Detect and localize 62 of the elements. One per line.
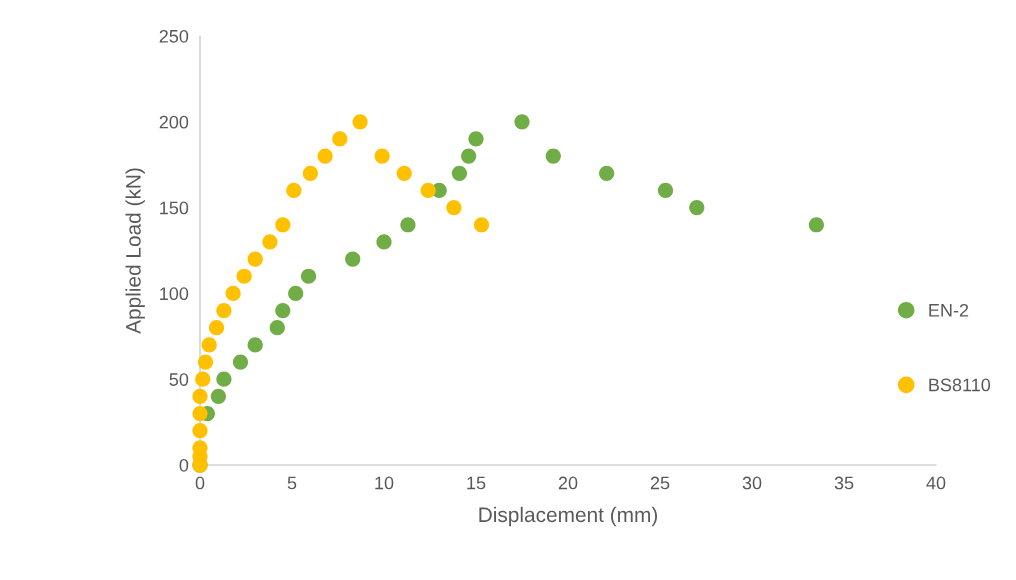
point xyxy=(514,114,530,130)
point xyxy=(262,234,278,250)
point xyxy=(451,165,468,181)
x-tick-label: 25 xyxy=(650,476,670,490)
point xyxy=(300,268,317,284)
point xyxy=(396,165,412,181)
point xyxy=(808,217,825,233)
point xyxy=(232,354,249,370)
point xyxy=(302,165,319,181)
point xyxy=(345,251,361,267)
point xyxy=(247,337,263,353)
x-tick-label: 40 xyxy=(926,476,946,490)
point xyxy=(599,165,615,181)
point xyxy=(192,423,208,439)
point xyxy=(420,182,436,199)
point xyxy=(275,217,291,233)
y-tick-label: 100 xyxy=(160,287,189,301)
point xyxy=(689,199,705,216)
point xyxy=(192,388,208,404)
point xyxy=(286,182,302,199)
point xyxy=(332,131,348,147)
point xyxy=(376,234,392,250)
y-tick-label: 50 xyxy=(169,373,189,386)
x-tick-label: 20 xyxy=(558,476,578,490)
point xyxy=(201,337,217,353)
x-tick-label: 15 xyxy=(467,476,486,490)
x-tick-label: 0 xyxy=(195,476,205,490)
point xyxy=(236,268,252,284)
point xyxy=(374,148,390,164)
point xyxy=(288,285,304,302)
y-axis-title: Applied Load (kN) xyxy=(125,168,145,334)
y-tick-label: 250 xyxy=(159,29,189,43)
point xyxy=(208,320,225,336)
point xyxy=(195,371,211,387)
x-tick-label: 35 xyxy=(834,476,854,490)
x-tick-label: 10 xyxy=(375,476,394,490)
point xyxy=(197,354,214,370)
point xyxy=(275,302,291,319)
point xyxy=(247,251,263,267)
point xyxy=(446,199,462,216)
point xyxy=(216,302,232,319)
x-axis-title: Displacement (mm) xyxy=(479,506,657,527)
y-tick-label: 200 xyxy=(159,115,189,129)
x-tick-label: 30 xyxy=(742,476,762,490)
point xyxy=(461,148,477,164)
point xyxy=(317,148,333,164)
point xyxy=(192,405,208,422)
point xyxy=(473,217,490,233)
point xyxy=(225,285,241,302)
point xyxy=(400,217,416,233)
legend-label: EN-2 xyxy=(929,303,969,317)
point xyxy=(468,131,484,147)
point xyxy=(216,371,232,387)
x-tick-label: 5 xyxy=(287,476,297,490)
legend-label: BS8110 xyxy=(929,378,991,392)
point xyxy=(545,148,561,164)
point xyxy=(352,114,368,130)
y-tick-label: 0 xyxy=(179,458,189,472)
y-tick-label: 150 xyxy=(160,201,189,215)
point xyxy=(210,388,227,404)
point xyxy=(657,182,674,199)
point xyxy=(269,320,285,336)
